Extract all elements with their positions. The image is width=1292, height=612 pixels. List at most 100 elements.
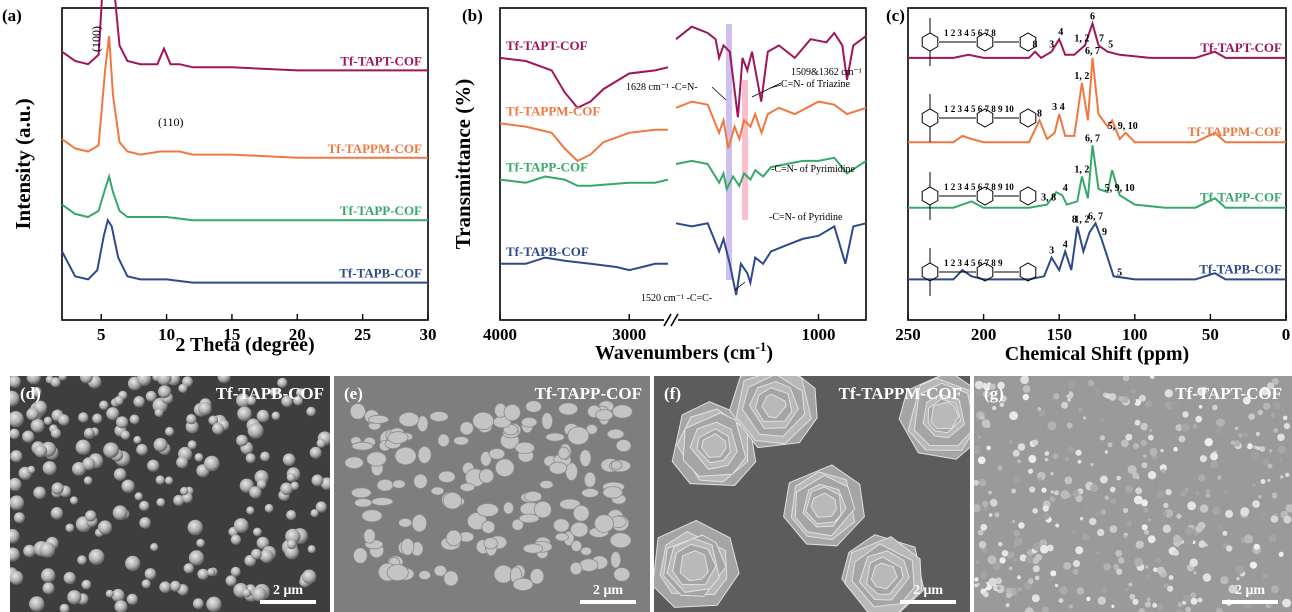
sem-grain (1050, 570, 1057, 577)
sem-image-f: (f) Tf-TAPPM-COF 2 μm (654, 376, 970, 612)
scale-text-d: 2 μm (272, 583, 304, 598)
sem-particle (121, 479, 135, 493)
nmr-peak-label: 8 (1033, 40, 1038, 51)
sem-particle (206, 596, 222, 612)
ftir-line-right-tf-tapb-cof (675, 222, 867, 296)
sem-particle (514, 441, 535, 455)
sem-grain (1141, 499, 1148, 507)
sem-particle (349, 403, 366, 420)
sem-grain (1263, 402, 1271, 410)
sem-particle (418, 570, 432, 581)
sem-particle (580, 546, 593, 556)
sem-grain (1032, 565, 1040, 573)
nmr-tick-label: 100 (1122, 325, 1148, 344)
sem-particle (10, 428, 20, 440)
sem-grain (1008, 440, 1013, 445)
sem-grain (980, 415, 985, 420)
sem-particle (153, 437, 168, 452)
ftir-label-tf-tappm-cof: Tf-TAPPM-COF (506, 103, 600, 118)
sem-particle (187, 440, 197, 450)
sem-particle (59, 603, 70, 612)
sem-grain (998, 541, 1003, 547)
sem-particle (609, 532, 632, 549)
sem-particle (65, 523, 75, 533)
sem-grain (1198, 540, 1206, 548)
sem-particle (354, 498, 373, 508)
sem-particle (43, 416, 53, 425)
sem-grain (1007, 551, 1015, 559)
sem-particle (286, 539, 297, 550)
nmr-peak-label: 5, 9, 10 (1105, 183, 1135, 194)
sem-grain (1185, 527, 1194, 536)
sem-particle (125, 555, 141, 571)
sem-grain (1262, 458, 1270, 466)
sem-particle (145, 390, 157, 402)
sem-grain (1210, 452, 1218, 461)
xrd-tick-label: 5 (97, 325, 106, 344)
sem-grain (1002, 454, 1010, 462)
sem-particle (392, 479, 406, 489)
sem-particle (290, 481, 300, 491)
sem-particle (417, 445, 432, 464)
sem-particle (430, 486, 445, 496)
sem-grain (982, 390, 991, 398)
sem-particle (176, 456, 189, 469)
sem-particle (75, 439, 91, 455)
sem-particle (256, 536, 270, 550)
sem-grain (1058, 598, 1064, 603)
scale-bar-g: 2 μm (1222, 583, 1278, 604)
sem-particle (344, 456, 364, 469)
xrd-label-tf-tappm-cof: Tf-TAPPM-COF (328, 141, 422, 156)
sem-grain (1031, 594, 1040, 603)
scale-bar-e: 2 μm (580, 583, 636, 604)
sem-particle (242, 588, 252, 598)
sem-grain (1025, 607, 1034, 612)
sem-particle (269, 387, 279, 397)
sem-grain (1115, 568, 1123, 575)
sem-grain (1090, 483, 1099, 492)
sem-grain (1252, 500, 1260, 508)
ftir-line-left-tf-tapt-cof (499, 56, 669, 110)
sem-particle (157, 376, 172, 386)
sem-grain (1040, 544, 1049, 554)
sem-grain (1132, 472, 1139, 479)
xrd-peak-label-110: (110) (158, 115, 184, 129)
sem-grain (1127, 427, 1133, 433)
sem-grain (1173, 549, 1179, 556)
sem-particle (371, 497, 394, 506)
sem-grain (1190, 592, 1196, 599)
sem-grain (1253, 543, 1260, 550)
sem-grain (1140, 422, 1148, 431)
sem-grain (1147, 471, 1157, 480)
sem-grain (1164, 509, 1174, 518)
scale-text-g: 2 μm (1234, 583, 1266, 598)
sem-particle (411, 514, 428, 533)
sem-particle (144, 568, 157, 580)
sem-grain (1152, 482, 1159, 489)
sem-particle (204, 455, 220, 472)
sem-particle (245, 453, 256, 464)
nmr-peak-label: 6, 7 (1085, 46, 1100, 57)
sem-grain (1185, 537, 1194, 546)
sem-grain (1138, 608, 1146, 612)
sem-grain (1248, 413, 1255, 420)
nmr-peak-label: 3, 8 (1041, 193, 1056, 204)
sem-particle (488, 448, 506, 460)
ftir-x-ticks: 4000 3000 1000 (483, 314, 836, 344)
nmr-peak-label: 5 (1117, 267, 1122, 278)
sem-particle (284, 545, 299, 560)
sem-flake (930, 401, 960, 430)
sem-grain (1133, 443, 1140, 450)
annot-triazine: C=N- of Triazine (781, 79, 851, 90)
sem-grain (992, 406, 997, 411)
nmr-peak-label: 1, 2 (1074, 164, 1089, 175)
sem-grain (1094, 390, 1099, 395)
sem-particle (26, 407, 39, 421)
sem-grain (1271, 492, 1278, 499)
sem-particle (183, 563, 194, 574)
sem-grain (1192, 423, 1198, 429)
sem-grain (1256, 446, 1261, 451)
xrd-axes-frame (61, 7, 429, 321)
sem-particle (23, 544, 36, 558)
sem-particle (282, 453, 296, 466)
